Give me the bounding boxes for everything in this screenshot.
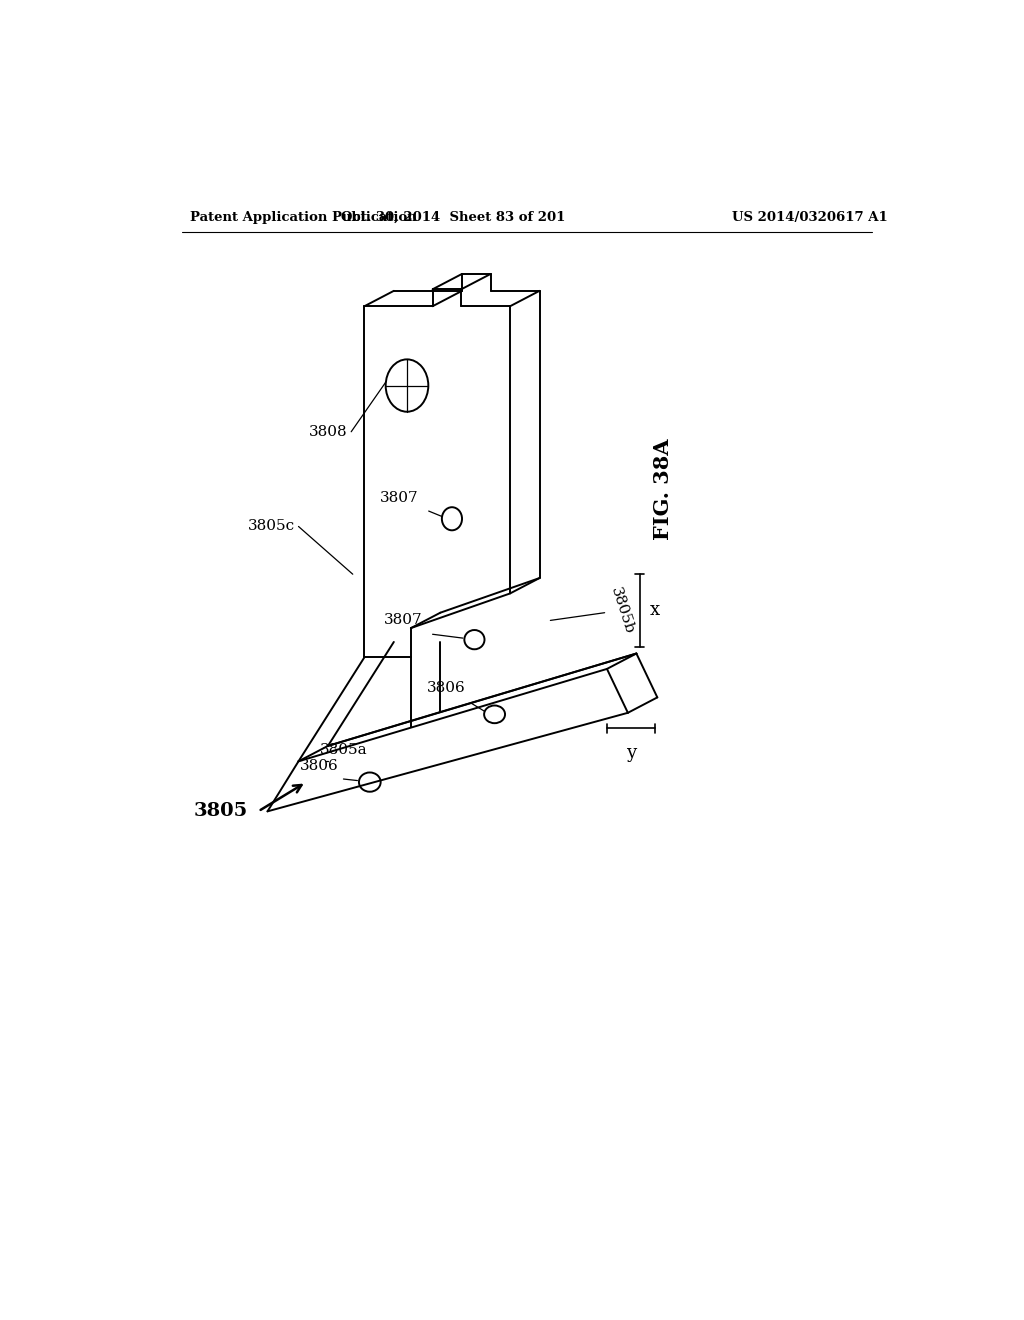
Text: US 2014/0320617 A1: US 2014/0320617 A1 bbox=[732, 211, 888, 224]
Text: 3807: 3807 bbox=[380, 491, 419, 506]
Text: x: x bbox=[649, 602, 659, 619]
Text: 3807: 3807 bbox=[384, 612, 423, 627]
Text: 3806: 3806 bbox=[426, 681, 465, 696]
Text: 3805: 3805 bbox=[194, 803, 248, 820]
Text: Oct. 30, 2014  Sheet 83 of 201: Oct. 30, 2014 Sheet 83 of 201 bbox=[341, 211, 565, 224]
Text: Patent Application Publication: Patent Application Publication bbox=[190, 211, 417, 224]
Text: 3806: 3806 bbox=[300, 759, 339, 774]
Text: 3805b: 3805b bbox=[608, 586, 637, 636]
Text: 3805a: 3805a bbox=[321, 743, 368, 758]
Text: 3808: 3808 bbox=[308, 425, 347, 438]
Text: y: y bbox=[626, 743, 636, 762]
Text: 3805c: 3805c bbox=[248, 520, 295, 533]
Text: FIG. 38A: FIG. 38A bbox=[652, 438, 673, 540]
